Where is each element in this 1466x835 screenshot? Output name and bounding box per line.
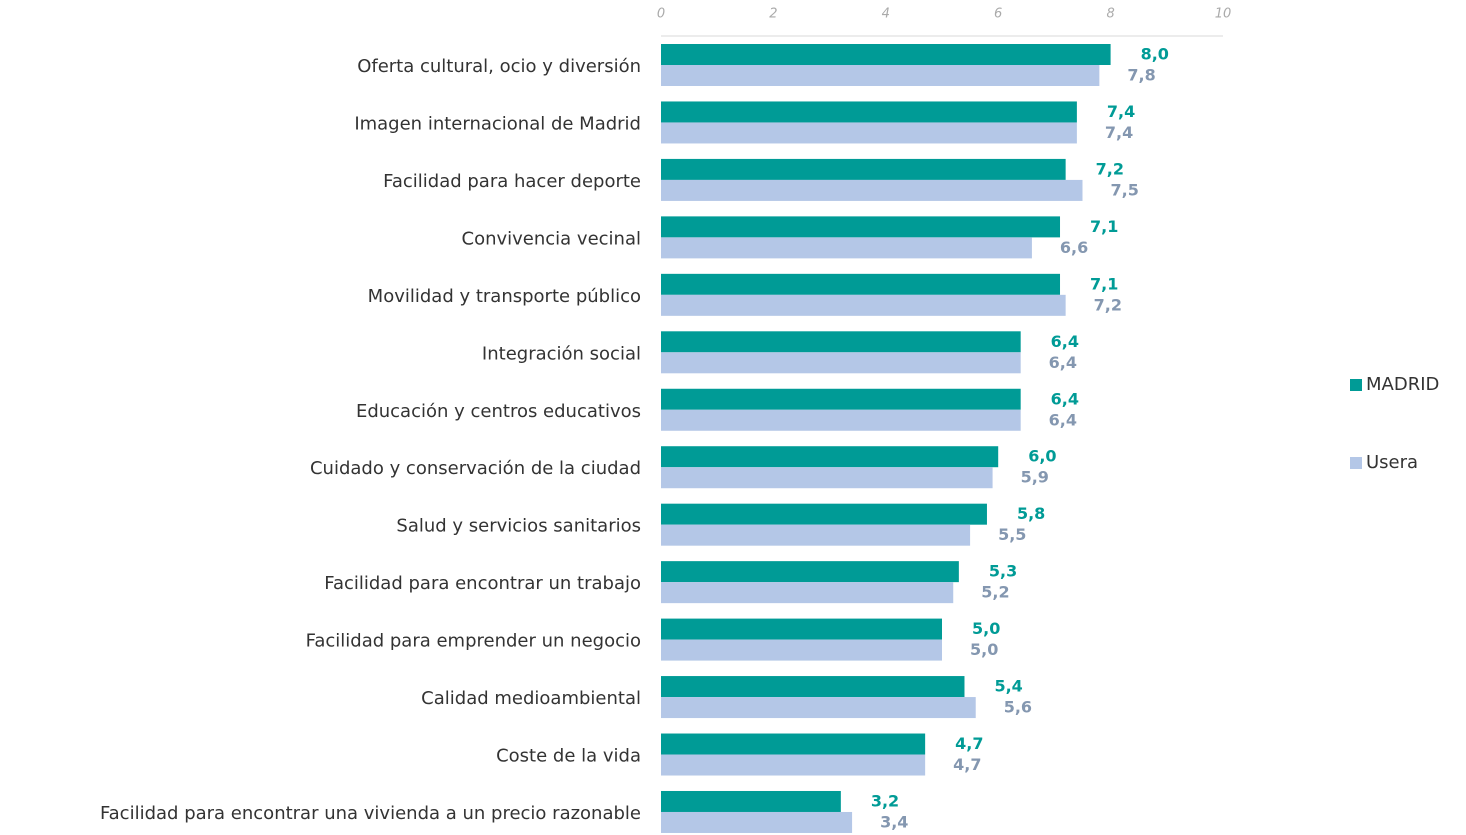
value-label: 7,4 [1107,102,1135,121]
value-label: 7,8 [1127,66,1155,85]
bar [661,467,993,489]
category-label: Salud y servicios sanitarios [396,516,641,537]
value-label: 6,4 [1051,389,1079,408]
value-label: 5,8 [1017,504,1045,523]
value-label: 6,4 [1051,332,1079,351]
value-label: 3,4 [880,812,908,831]
value-label: 6,4 [1049,410,1077,429]
bar [661,65,1100,86]
legend-label: Usera [1366,452,1418,473]
x-tick-label: 8 [1106,7,1114,22]
category-label: Imagen internacional de Madrid [354,113,641,134]
value-label: 7,1 [1090,217,1118,236]
category-label: Educación y centros educativos [356,401,641,422]
value-label: 6,6 [1060,238,1088,257]
bar [661,754,926,776]
bar [661,409,1021,431]
x-tick-label: 6 [994,7,1002,22]
bar [661,503,987,525]
bar [661,352,1021,374]
legend-swatch [1350,457,1362,469]
x-tick-label: 10 [1215,7,1232,22]
category-label: Facilidad para encontrar una vivienda a … [100,803,641,824]
value-label: 6,0 [1028,447,1056,466]
category-label: Calidad medioambiental [421,688,641,709]
x-tick-label: 2 [769,7,777,22]
bar [661,179,1083,201]
value-label: 5,9 [1021,468,1049,487]
category-label: Facilidad para encontrar un trabajo [324,573,641,594]
legend-swatch [1350,379,1362,391]
bar [661,446,999,468]
category-label: Facilidad para emprender un negocio [306,631,641,652]
bar [661,811,853,833]
value-label: 7,5 [1111,180,1139,199]
bar [661,676,965,698]
value-label: 5,2 [981,583,1009,602]
value-label: 5,3 [989,562,1017,581]
bar [661,524,971,546]
bar [661,122,1077,144]
value-label: 7,4 [1105,123,1133,142]
bar [661,639,942,661]
value-label: 5,0 [972,619,1000,638]
value-label: 4,7 [955,734,983,753]
category-label: Facilidad para hacer deporte [383,171,641,192]
value-label: 5,0 [970,640,998,659]
value-label: 6,4 [1049,353,1077,372]
bar [661,101,1077,123]
bar [661,331,1021,353]
bar [661,790,841,812]
value-label: 8,0 [1141,45,1169,64]
bar [661,273,1061,295]
x-tick-label: 4 [882,7,890,22]
value-label: 5,4 [994,677,1022,696]
bar [661,618,942,640]
value-label: 7,2 [1094,295,1122,314]
bar [661,697,976,719]
bar [661,44,1111,65]
bar [661,158,1066,180]
value-label: 3,2 [871,791,899,810]
bar [661,733,926,755]
bar [661,237,1032,259]
bar [661,582,954,604]
value-label: 5,5 [998,525,1026,544]
value-label: 7,1 [1090,274,1118,293]
legend-label: MADRID [1366,374,1439,395]
bar [661,561,959,583]
category-label: Convivencia vecinal [462,228,642,249]
category-label: Coste de la vida [496,746,641,767]
value-label: 7,2 [1096,159,1124,178]
x-tick-label: 0 [657,7,665,22]
bar [661,388,1021,410]
bar [661,294,1066,316]
category-label: Oferta cultural, ocio y diversión [357,56,641,77]
bar [661,216,1061,238]
value-label: 5,6 [1004,698,1032,717]
category-label: Movilidad y transporte público [368,286,641,307]
category-label: Integración social [482,343,641,364]
category-label: Cuidado y conservación de la ciudad [310,458,641,479]
value-label: 4,7 [953,755,981,774]
